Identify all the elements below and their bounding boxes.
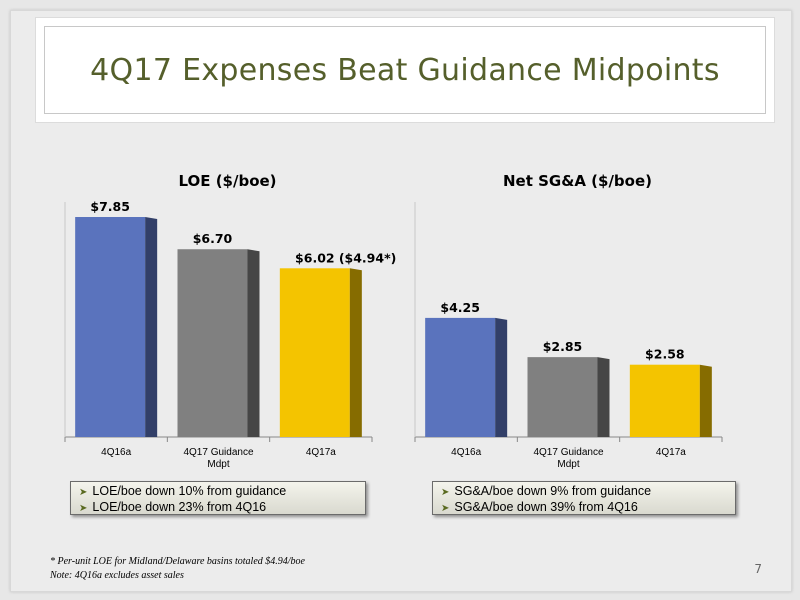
sga-data-label: $4.25	[440, 300, 480, 315]
sga-data-label: $2.85	[543, 339, 583, 354]
sga-chart: Net SG&A ($/boe) $4.25 4Q16a $2.85 4Q17 Gui…	[414, 170, 740, 480]
sga-chart-title: Net SG&A ($/boe)	[503, 172, 652, 190]
sga-category-line: 4Q17 Guidance	[533, 447, 603, 458]
loe-chart: LOE ($/boe) $7.85 4Q16a $6.70 4Q17 Guidance…	[64, 170, 396, 480]
sga-category-label: 4Q17 Guidance Mdpt	[533, 447, 603, 470]
title-frame: 4Q17 Expenses Beat Guidance Midpoints	[44, 26, 766, 114]
slide-title: 4Q17 Expenses Beat Guidance Midpoints	[90, 52, 720, 88]
loe-extra-label: ($4.94*)	[339, 250, 397, 265]
loe-data-label: $6.70	[193, 231, 233, 246]
sga-chart-svg: $4.25 4Q16a $2.85 4Q17 Guidance Mdpt $2.58 4Q1…	[414, 202, 723, 470]
sga-category-label: 4Q16a	[451, 447, 481, 458]
sga-data-label: $2.58	[645, 347, 685, 362]
loe-note-1: ➤ LOE/boe down 10% from guidance	[79, 484, 357, 500]
sga-bar-1	[425, 317, 508, 437]
sga-note-1-text: SG&A/boe down 9% from guidance	[454, 484, 652, 498]
loe-bar-3	[279, 268, 362, 437]
loe-note-1-text: LOE/boe down 10% from guidance	[92, 484, 287, 498]
loe-category-label: 4Q17 Guidance Mdpt	[183, 447, 253, 470]
sga-category-line: 4Q17a	[656, 447, 686, 458]
loe-category-line: 4Q17a	[306, 447, 336, 458]
page-number: 7	[754, 562, 762, 576]
loe-note-2-text: LOE/boe down 23% from 4Q16	[92, 500, 267, 514]
sga-bar-2	[527, 357, 610, 437]
loe-data-label: $6.02	[295, 250, 335, 265]
sga-bar-front	[629, 364, 700, 437]
loe-bar-front	[177, 249, 248, 437]
sga-note-2-text: SG&A/boe down 39% from 4Q16	[454, 500, 638, 514]
loe-bar-1	[75, 217, 158, 437]
loe-bar-front	[75, 217, 146, 437]
sga-bar-side	[699, 364, 712, 437]
loe-bar-front	[279, 268, 350, 437]
loe-chart-svg: $7.85 4Q16a $6.70 4Q17 Guidance Mdpt $6.02 ($4…	[64, 199, 396, 470]
sga-note-2: ➤ SG&A/boe down 39% from 4Q16	[441, 500, 727, 516]
footnote-asset-sales: Note: 4Q16a excludes asset sales	[50, 570, 184, 581]
arrow-bullet-icon: ➤	[441, 487, 450, 498]
sga-note-1: ➤ SG&A/boe down 9% from guidance	[441, 484, 727, 500]
footnote-per-unit: * Per-unit LOE for Midland/Delaware basi…	[50, 556, 305, 567]
sga-bar-side	[495, 317, 508, 437]
loe-category-label: 4Q16a	[101, 447, 131, 458]
loe-bar-side	[349, 268, 362, 437]
title-box: 4Q17 Expenses Beat Guidance Midpoints	[35, 17, 775, 123]
sga-category-line: 4Q16a	[451, 447, 481, 458]
loe-note-2: ➤ LOE/boe down 23% from 4Q16	[79, 500, 357, 516]
loe-category-label: 4Q17a	[306, 447, 336, 458]
arrow-bullet-icon: ➤	[79, 487, 88, 498]
sga-notes-box: ➤ SG&A/boe down 9% from guidance ➤ SG&A/bo…	[432, 481, 736, 515]
loe-category-line: 4Q17 Guidance	[183, 447, 253, 458]
loe-category-line: Mdpt	[207, 459, 229, 470]
sga-bar-front	[527, 357, 598, 437]
sga-bar-3	[629, 364, 712, 437]
arrow-bullet-icon: ➤	[79, 503, 88, 514]
sga-bar-side	[597, 357, 610, 437]
sga-bar-front	[425, 317, 496, 437]
sga-category-label: 4Q17a	[656, 447, 686, 458]
loe-notes-box: ➤ LOE/boe down 10% from guidance ➤ LOE/boe…	[70, 481, 366, 515]
loe-chart-title: LOE ($/boe)	[178, 172, 277, 190]
loe-bar-2	[177, 249, 260, 437]
loe-data-label: $7.85	[90, 199, 130, 214]
loe-bar-side	[145, 217, 158, 437]
loe-bar-side	[247, 249, 260, 437]
loe-category-line: 4Q16a	[101, 447, 131, 458]
arrow-bullet-icon: ➤	[441, 503, 450, 514]
sga-category-line: Mdpt	[557, 459, 579, 470]
